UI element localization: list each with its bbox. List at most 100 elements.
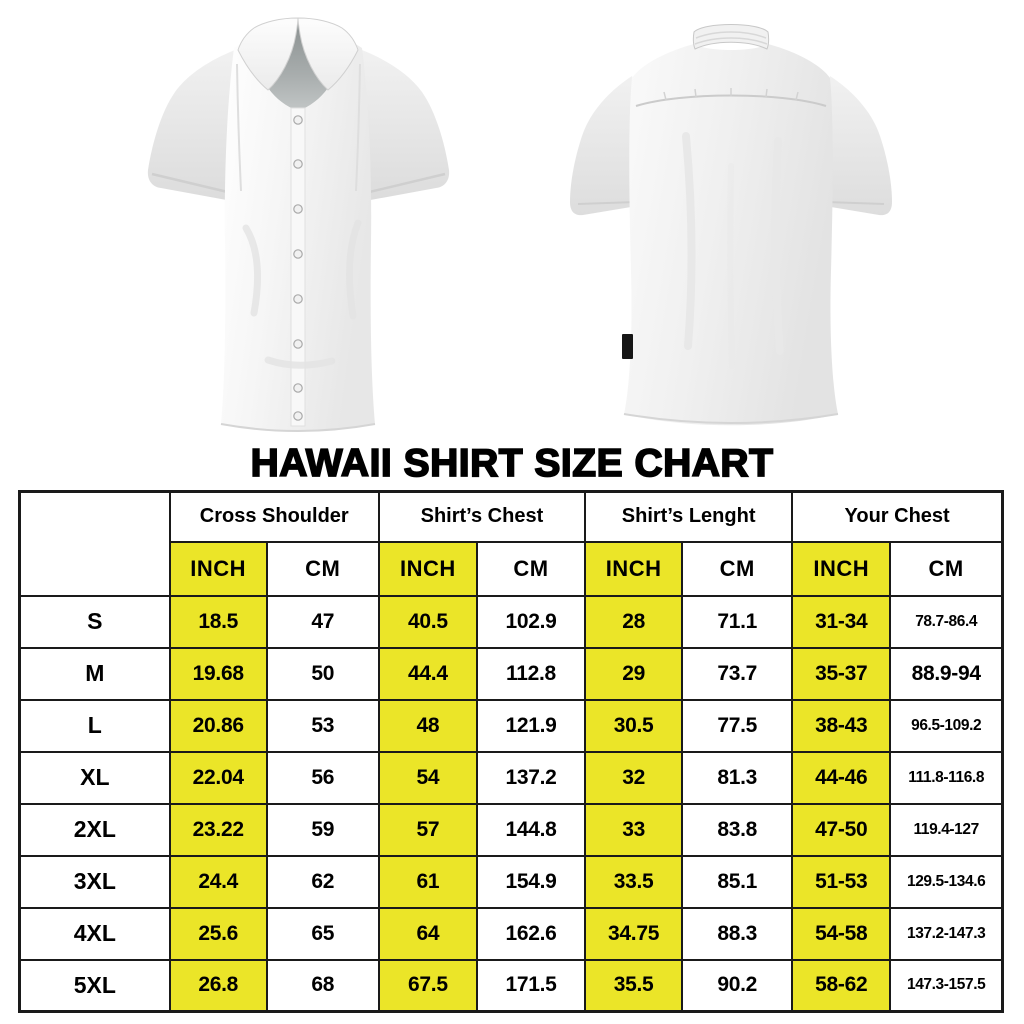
size-label: S xyxy=(18,594,171,649)
shirts-lenght-inch-cell: 32 xyxy=(584,750,684,805)
unit-header-cm: CM xyxy=(889,540,1004,597)
size-label: 3XL xyxy=(18,854,171,909)
size-column-header xyxy=(18,490,171,597)
size-label: 5XL xyxy=(18,958,171,1013)
shirts-lenght-cm-cell: 90.2 xyxy=(681,958,794,1013)
shirts-chest-inch-cell: 48 xyxy=(377,698,478,753)
shirts-chest-inch-cell: 54 xyxy=(377,750,478,805)
unit-header-cm: CM xyxy=(265,540,380,597)
your-chest-inch-cell: 35-37 xyxy=(791,646,892,701)
group-header-cross-shoulder: Cross Shoulder xyxy=(168,490,380,543)
your-chest-cm-cell: 78.7-86.4 xyxy=(889,594,1004,649)
cross-shoulder-cm-cell: 59 xyxy=(265,802,380,857)
your-chest-cm-cell: 88.9-94 xyxy=(889,646,1004,701)
cross-shoulder-cm-cell: 50 xyxy=(265,646,380,701)
size-chart-table: Cross Shoulder Shirt’s Chest Shirt’s Len… xyxy=(18,490,1004,1013)
shirts-lenght-inch-cell: 34.75 xyxy=(584,906,684,961)
shirts-chest-inch-cell: 40.5 xyxy=(377,594,478,649)
group-header-your-chest: Your Chest xyxy=(791,490,1004,543)
shirts-chest-cm-cell: 137.2 xyxy=(475,750,587,805)
size-label: L xyxy=(18,698,171,753)
unit-header-inch: INCH xyxy=(791,540,892,597)
page-title: HAWAII SHIRT SIZE CHART xyxy=(250,441,774,486)
shirt-back-image xyxy=(570,24,892,426)
group-header-shirts-lenght: Shirt’s Lenght xyxy=(584,490,794,543)
size-label: XL xyxy=(18,750,171,805)
shirts-chest-cm-cell: 162.6 xyxy=(475,906,587,961)
shirts-chest-inch-cell: 67.5 xyxy=(377,958,478,1013)
cross-shoulder-cm-cell: 53 xyxy=(265,698,380,753)
shirts-chest-inch-cell: 61 xyxy=(377,854,478,909)
your-chest-cm-cell: 137.2-147.3 xyxy=(889,906,1004,961)
shirts-lenght-cm-cell: 71.1 xyxy=(681,594,794,649)
your-chest-inch-cell: 54-58 xyxy=(791,906,892,961)
table-row: M 19.68 50 44.4 112.8 29 73.7 35-37 88.9… xyxy=(18,646,1004,701)
shirts-chest-inch-cell: 64 xyxy=(377,906,478,961)
table-row: 3XL 24.4 62 61 154.9 33.5 85.1 51-53 129… xyxy=(18,854,1004,909)
shirts-lenght-inch-cell: 33.5 xyxy=(584,854,684,909)
your-chest-inch-cell: 38-43 xyxy=(791,698,892,753)
table-row: XL 22.04 56 54 137.2 32 81.3 44-46 111.8… xyxy=(18,750,1004,805)
unit-header-inch: INCH xyxy=(584,540,684,597)
shirts-chest-inch-cell: 44.4 xyxy=(377,646,478,701)
table-row: 4XL 25.6 65 64 162.6 34.75 88.3 54-58 13… xyxy=(18,906,1004,961)
cross-shoulder-inch-cell: 19.68 xyxy=(168,646,268,701)
your-chest-inch-cell: 31-34 xyxy=(791,594,892,649)
unit-header-cm: CM xyxy=(475,540,587,597)
cross-shoulder-inch-cell: 22.04 xyxy=(168,750,268,805)
cross-shoulder-inch-cell: 23.22 xyxy=(168,802,268,857)
shirts-lenght-inch-cell: 35.5 xyxy=(584,958,684,1013)
cross-shoulder-inch-cell: 20.86 xyxy=(168,698,268,753)
shirts-chest-cm-cell: 121.9 xyxy=(475,698,587,753)
size-label: M xyxy=(18,646,171,701)
shirts-lenght-cm-cell: 85.1 xyxy=(681,854,794,909)
shirts-lenght-cm-cell: 81.3 xyxy=(681,750,794,805)
shirts-lenght-inch-cell: 28 xyxy=(584,594,684,649)
unit-header-inch: INCH xyxy=(168,540,268,597)
shirts-lenght-cm-cell: 83.8 xyxy=(681,802,794,857)
your-chest-cm-cell: 119.4-127 xyxy=(889,802,1004,857)
group-header-shirts-chest: Shirt’s Chest xyxy=(377,490,587,543)
shirts-chest-cm-cell: 112.8 xyxy=(475,646,587,701)
shirts-chest-inch-cell: 57 xyxy=(377,802,478,857)
size-label: 4XL xyxy=(18,906,171,961)
table-row: L 20.86 53 48 121.9 30.5 77.5 38-43 96.5… xyxy=(18,698,1004,753)
table-row: 5XL 26.8 68 67.5 171.5 35.5 90.2 58-62 1… xyxy=(18,958,1004,1013)
shirt-front-image xyxy=(147,17,450,432)
your-chest-inch-cell: 58-62 xyxy=(791,958,892,1013)
shirts-lenght-cm-cell: 88.3 xyxy=(681,906,794,961)
shirts-chest-cm-cell: 171.5 xyxy=(475,958,587,1013)
shirts-lenght-inch-cell: 33 xyxy=(584,802,684,857)
group-header-row: Cross Shoulder Shirt’s Chest Shirt’s Len… xyxy=(18,490,1004,597)
unit-header-cm: CM xyxy=(681,540,794,597)
your-chest-inch-cell: 44-46 xyxy=(791,750,892,805)
cross-shoulder-cm-cell: 47 xyxy=(265,594,380,649)
cross-shoulder-cm-cell: 62 xyxy=(265,854,380,909)
unit-header-inch: INCH xyxy=(377,540,478,597)
shirts-lenght-cm-cell: 73.7 xyxy=(681,646,794,701)
shirt-hem-tag xyxy=(622,334,633,359)
cross-shoulder-cm-cell: 56 xyxy=(265,750,380,805)
your-chest-inch-cell: 47-50 xyxy=(791,802,892,857)
your-chest-inch-cell: 51-53 xyxy=(791,854,892,909)
your-chest-cm-cell: 147.3-157.5 xyxy=(889,958,1004,1013)
shirts-lenght-inch-cell: 30.5 xyxy=(584,698,684,753)
your-chest-cm-cell: 129.5-134.6 xyxy=(889,854,1004,909)
shirts-chest-cm-cell: 154.9 xyxy=(475,854,587,909)
size-label: 2XL xyxy=(18,802,171,857)
your-chest-cm-cell: 111.8-116.8 xyxy=(889,750,1004,805)
unit-header-row: INCH CM INCH CM INCH CM INCH CM xyxy=(20,540,1004,597)
cross-shoulder-inch-cell: 25.6 xyxy=(168,906,268,961)
cross-shoulder-inch-cell: 26.8 xyxy=(168,958,268,1013)
cross-shoulder-inch-cell: 18.5 xyxy=(168,594,268,649)
cross-shoulder-inch-cell: 24.4 xyxy=(168,854,268,909)
cross-shoulder-cm-cell: 68 xyxy=(265,958,380,1013)
shirts-chest-cm-cell: 144.8 xyxy=(475,802,587,857)
shirts-lenght-inch-cell: 29 xyxy=(584,646,684,701)
shirts-chest-cm-cell: 102.9 xyxy=(475,594,587,649)
table-row: 2XL 23.22 59 57 144.8 33 83.8 47-50 119.… xyxy=(18,802,1004,857)
table-row: S 18.5 47 40.5 102.9 28 71.1 31-34 78.7-… xyxy=(18,594,1004,649)
your-chest-cm-cell: 96.5-109.2 xyxy=(889,698,1004,753)
shirt-images-section xyxy=(0,0,1024,440)
cross-shoulder-cm-cell: 65 xyxy=(265,906,380,961)
